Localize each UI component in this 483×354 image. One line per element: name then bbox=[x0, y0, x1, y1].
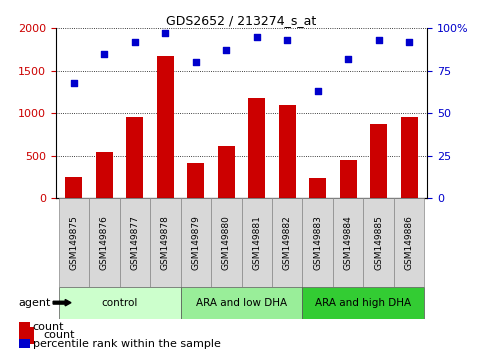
Point bbox=[131, 39, 139, 45]
Text: GSM149878: GSM149878 bbox=[161, 215, 170, 270]
Text: percentile rank within the sample: percentile rank within the sample bbox=[33, 339, 221, 349]
Bar bbox=[242, 198, 272, 287]
Text: GSM149876: GSM149876 bbox=[100, 215, 109, 270]
Text: GSM149877: GSM149877 bbox=[130, 215, 139, 270]
Bar bbox=[272, 198, 302, 287]
Point bbox=[314, 88, 322, 94]
Bar bbox=[394, 198, 425, 287]
Point bbox=[375, 38, 383, 43]
Text: GSM149883: GSM149883 bbox=[313, 215, 322, 270]
Point bbox=[161, 30, 169, 36]
Point bbox=[344, 56, 352, 62]
Text: control: control bbox=[101, 298, 138, 308]
Bar bbox=[19, 326, 34, 344]
Bar bbox=[187, 162, 204, 198]
Bar bbox=[279, 105, 296, 198]
Title: GDS2652 / 213274_s_at: GDS2652 / 213274_s_at bbox=[166, 14, 317, 27]
Text: GSM149884: GSM149884 bbox=[344, 215, 353, 270]
Text: count: count bbox=[33, 321, 64, 332]
Bar bbox=[302, 287, 425, 319]
Point bbox=[253, 34, 261, 40]
Bar bbox=[363, 198, 394, 287]
Point bbox=[284, 38, 291, 43]
Bar bbox=[58, 287, 181, 319]
Bar bbox=[211, 198, 242, 287]
Text: GSM149886: GSM149886 bbox=[405, 215, 413, 270]
Text: agent: agent bbox=[18, 298, 51, 308]
Bar bbox=[157, 56, 174, 198]
Bar bbox=[150, 198, 181, 287]
Bar bbox=[120, 198, 150, 287]
Bar bbox=[96, 152, 113, 198]
Text: GSM149885: GSM149885 bbox=[374, 215, 383, 270]
Point bbox=[192, 59, 199, 65]
Text: ARA and low DHA: ARA and low DHA bbox=[196, 298, 287, 308]
Point bbox=[405, 39, 413, 45]
Bar bbox=[181, 198, 211, 287]
Point bbox=[70, 80, 78, 86]
Point bbox=[222, 47, 230, 53]
Text: count: count bbox=[43, 330, 75, 339]
Bar bbox=[127, 117, 143, 198]
Text: GSM149879: GSM149879 bbox=[191, 215, 200, 270]
Bar bbox=[401, 117, 417, 198]
Bar bbox=[218, 147, 235, 198]
Bar bbox=[89, 198, 120, 287]
Point bbox=[100, 51, 108, 57]
Text: GSM149882: GSM149882 bbox=[283, 215, 292, 270]
Text: GSM149875: GSM149875 bbox=[70, 215, 78, 270]
Text: GSM149881: GSM149881 bbox=[252, 215, 261, 270]
Bar bbox=[370, 124, 387, 198]
Text: ARA and high DHA: ARA and high DHA bbox=[315, 298, 412, 308]
Bar bbox=[340, 160, 356, 198]
Text: GSM149880: GSM149880 bbox=[222, 215, 231, 270]
Bar bbox=[309, 178, 326, 198]
Bar bbox=[248, 98, 265, 198]
Bar bbox=[66, 177, 82, 198]
Bar bbox=[333, 198, 363, 287]
Bar bbox=[302, 198, 333, 287]
Bar bbox=[58, 198, 89, 287]
Bar bbox=[181, 287, 302, 319]
